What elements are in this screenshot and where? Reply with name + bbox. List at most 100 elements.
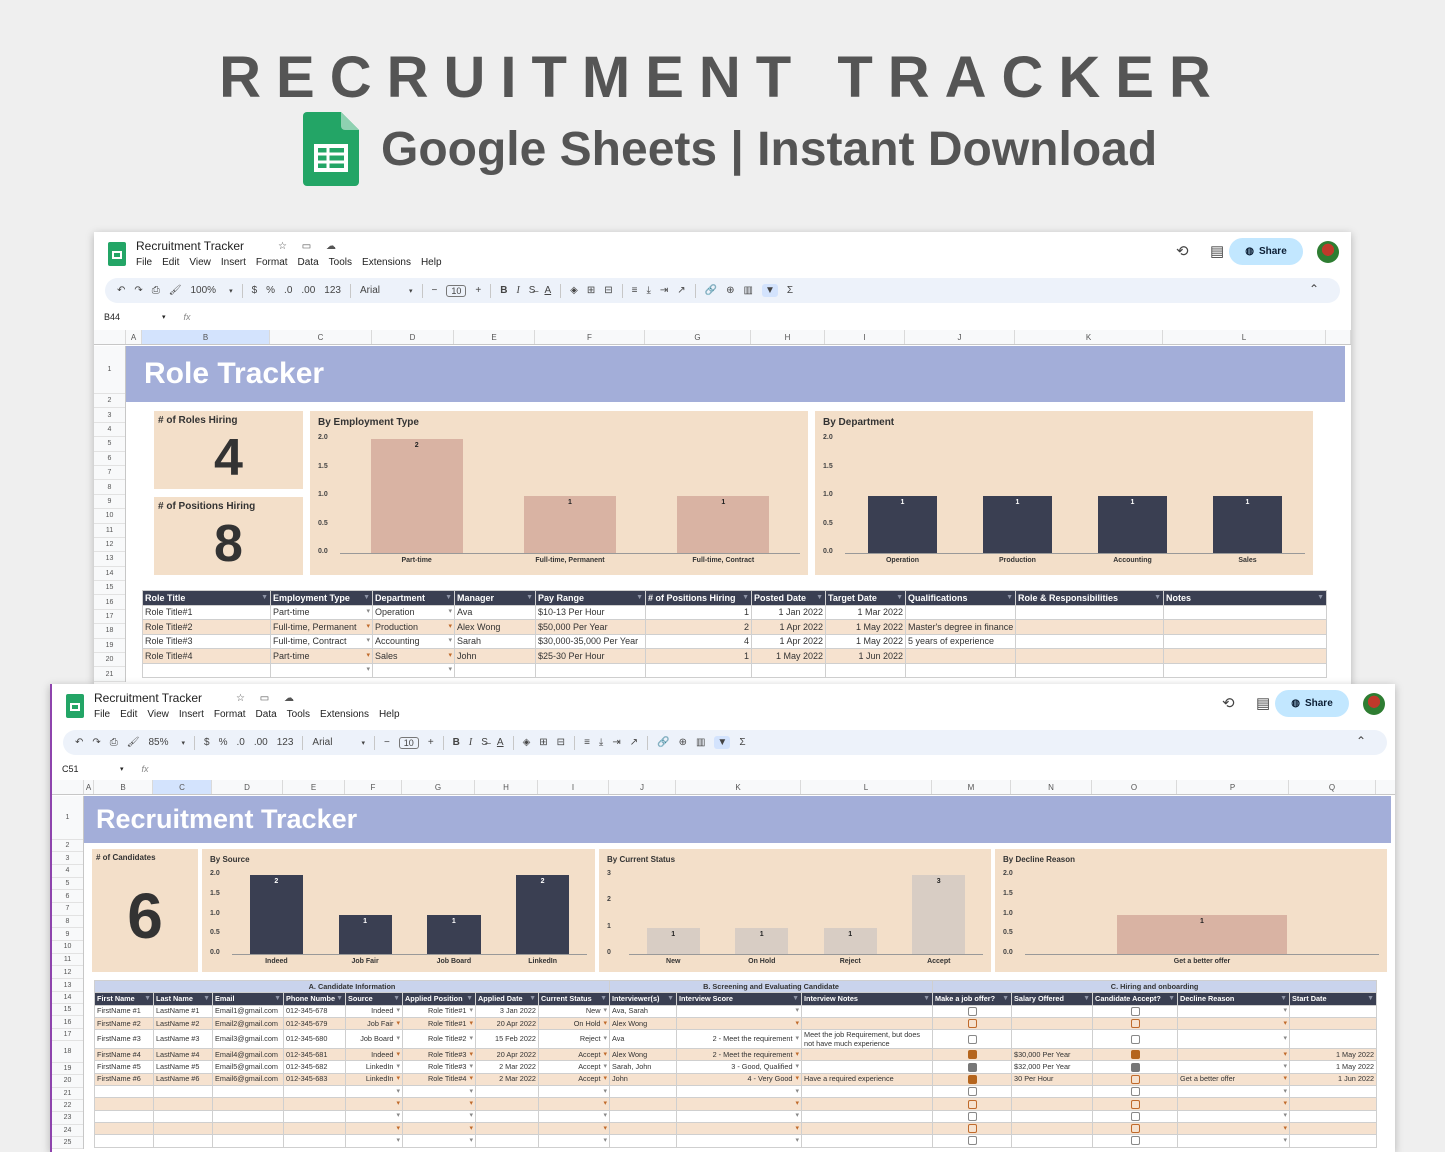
filter-icon[interactable]: ▼ [363,593,370,601]
dropdown-arrow-icon[interactable]: ▾ [396,1087,400,1095]
checkbox[interactable] [967,1062,977,1072]
dropdown-arrow-icon[interactable]: ▾ [603,1087,608,1095]
comments-icon[interactable]: ▤ [1210,243,1225,260]
wrap-icon[interactable]: ⇥ [659,285,669,296]
checkbox[interactable] [1130,1019,1140,1029]
dropdown-arrow-icon[interactable]: ▾ [603,1063,608,1071]
table-cell[interactable]: ▾ [537,1134,611,1148]
table-cell[interactable] [1289,1085,1378,1099]
row-number[interactable]: 22 [52,1100,83,1113]
table-cell[interactable]: Ava [609,1029,678,1050]
dropdown-arrow-icon[interactable]: ▾ [469,1019,473,1027]
table-cell[interactable] [1163,633,1327,649]
table-cell[interactable] [1092,1060,1179,1074]
row-number[interactable]: 14 [52,992,83,1005]
dropdown-arrow-icon[interactable]: ▾ [448,608,452,616]
bar[interactable] [912,875,966,954]
bar[interactable] [735,927,789,954]
table-cell[interactable]: $30,000 Per Year [1011,1048,1094,1062]
table-cell[interactable] [1015,633,1164,649]
text-color-button[interactable]: A [496,737,504,748]
table-cell[interactable]: ▾ [1177,1085,1291,1099]
column-header[interactable]: H [475,780,538,794]
menu-data[interactable]: Data [255,709,277,720]
table-cell[interactable] [751,662,826,678]
bar[interactable] [1213,496,1282,553]
decrease-decimal-button[interactable]: .0 [284,285,293,296]
menu-extensions[interactable]: Extensions [362,257,411,268]
print-icon[interactable]: ⎙ [109,737,118,748]
dropdown-arrow-icon[interactable]: ▾ [603,1124,608,1132]
table-cell[interactable] [1163,604,1327,620]
menu-insert[interactable]: Insert [220,257,246,268]
table-cell[interactable]: FirstName #3 [94,1029,154,1050]
table-cell[interactable] [475,1121,539,1136]
table-cell[interactable]: ▾ Job Board [345,1029,403,1050]
font-size-input[interactable]: 10 [398,736,419,749]
column-header-posted-date[interactable]: Posted Date ▼ [751,590,826,606]
menu-tools[interactable]: Tools [328,257,353,268]
table-cell[interactable]: $10-13 Per Hour [535,604,646,620]
row-number[interactable]: 21 [52,1088,83,1100]
bar[interactable] [338,914,392,954]
undo-icon[interactable]: ↶ [117,285,126,296]
redo-icon[interactable]: ↷ [134,285,143,296]
column-header[interactable]: A [126,330,142,344]
table-cell[interactable]: 012-345-678 [283,1004,346,1018]
filter-icon[interactable]: ▼ [1367,994,1375,1002]
column-header-department[interactable]: Department ▼ [372,590,455,606]
select-all-corner[interactable] [94,330,126,344]
row-number[interactable]: 9 [52,928,83,942]
bar[interactable] [823,927,877,954]
dropdown-arrow-icon[interactable]: ▾ [396,1112,400,1120]
row-number[interactable]: 13 [52,979,83,992]
table-cell[interactable]: ▾ Indeed [345,1004,403,1018]
table-cell[interactable] [801,1004,934,1018]
table-cell[interactable] [535,662,646,678]
column-header-manager[interactable]: Manager ▼ [454,590,536,606]
table-cell[interactable]: LastName #6 [153,1072,213,1087]
table-cell[interactable]: Master's degree in finance [905,619,1016,635]
table-cell[interactable] [1289,1097,1378,1111]
italic-button[interactable]: I [468,737,473,748]
table-cell[interactable]: ▾ [676,1121,803,1136]
table-cell[interactable]: ▾ Role Title#3 [402,1060,476,1074]
table-cell[interactable]: 1 Jan 2022 [751,604,826,620]
checkbox[interactable] [967,1136,977,1146]
table-cell[interactable]: ▾ Accept [537,1048,611,1062]
column-header[interactable]: K [1015,330,1163,344]
table-cell[interactable] [1163,648,1327,664]
comment-icon[interactable]: ⊕ [678,737,687,748]
paint-icon[interactable]: 🖌 [168,285,182,296]
checkbox[interactable] [967,1006,977,1016]
row-number[interactable]: 2 [52,840,83,853]
row-number[interactable]: 8 [52,916,83,929]
sigma-icon[interactable]: Σ [786,285,794,296]
dropdown-arrow-icon[interactable]: ▾ [795,1100,800,1108]
table-cell[interactable] [1011,1016,1094,1031]
dropdown-arrow-icon[interactable]: ▾ [396,1075,400,1083]
menu-data[interactable]: Data [297,257,319,268]
checkbox[interactable] [967,1087,977,1097]
row-number[interactable]: 1 [94,346,125,394]
table-cell[interactable]: 012-345-682 [283,1060,346,1074]
table-cell[interactable] [475,1085,539,1099]
table-cell[interactable] [283,1121,346,1136]
redo-icon[interactable]: ↷ [92,737,101,748]
bar[interactable] [370,439,463,553]
collapse-toolbar-icon[interactable]: ⌃ [1356,734,1367,748]
sigma-icon[interactable]: Σ [739,737,746,748]
column-header[interactable]: I [825,330,905,344]
filter-icon[interactable]: ▼ [393,994,400,1002]
table-cell[interactable] [1015,604,1164,620]
table-cell[interactable]: LastName #1 [153,1004,213,1018]
table-cell[interactable]: ▾ Accept [537,1072,611,1087]
menu-extensions[interactable]: Extensions [320,709,369,720]
table-cell[interactable]: LastName #3 [153,1029,213,1050]
table-cell[interactable]: Email6@gmail.com [212,1072,284,1087]
filter-icon[interactable]: ▼ [1317,593,1324,601]
column-header-qualifications[interactable]: Qualifications ▼ [905,590,1016,606]
table-cell[interactable]: FirstName #5 [94,1060,154,1074]
table-cell[interactable] [212,1097,284,1111]
table-cell[interactable]: FirstName #4 [94,1048,154,1062]
